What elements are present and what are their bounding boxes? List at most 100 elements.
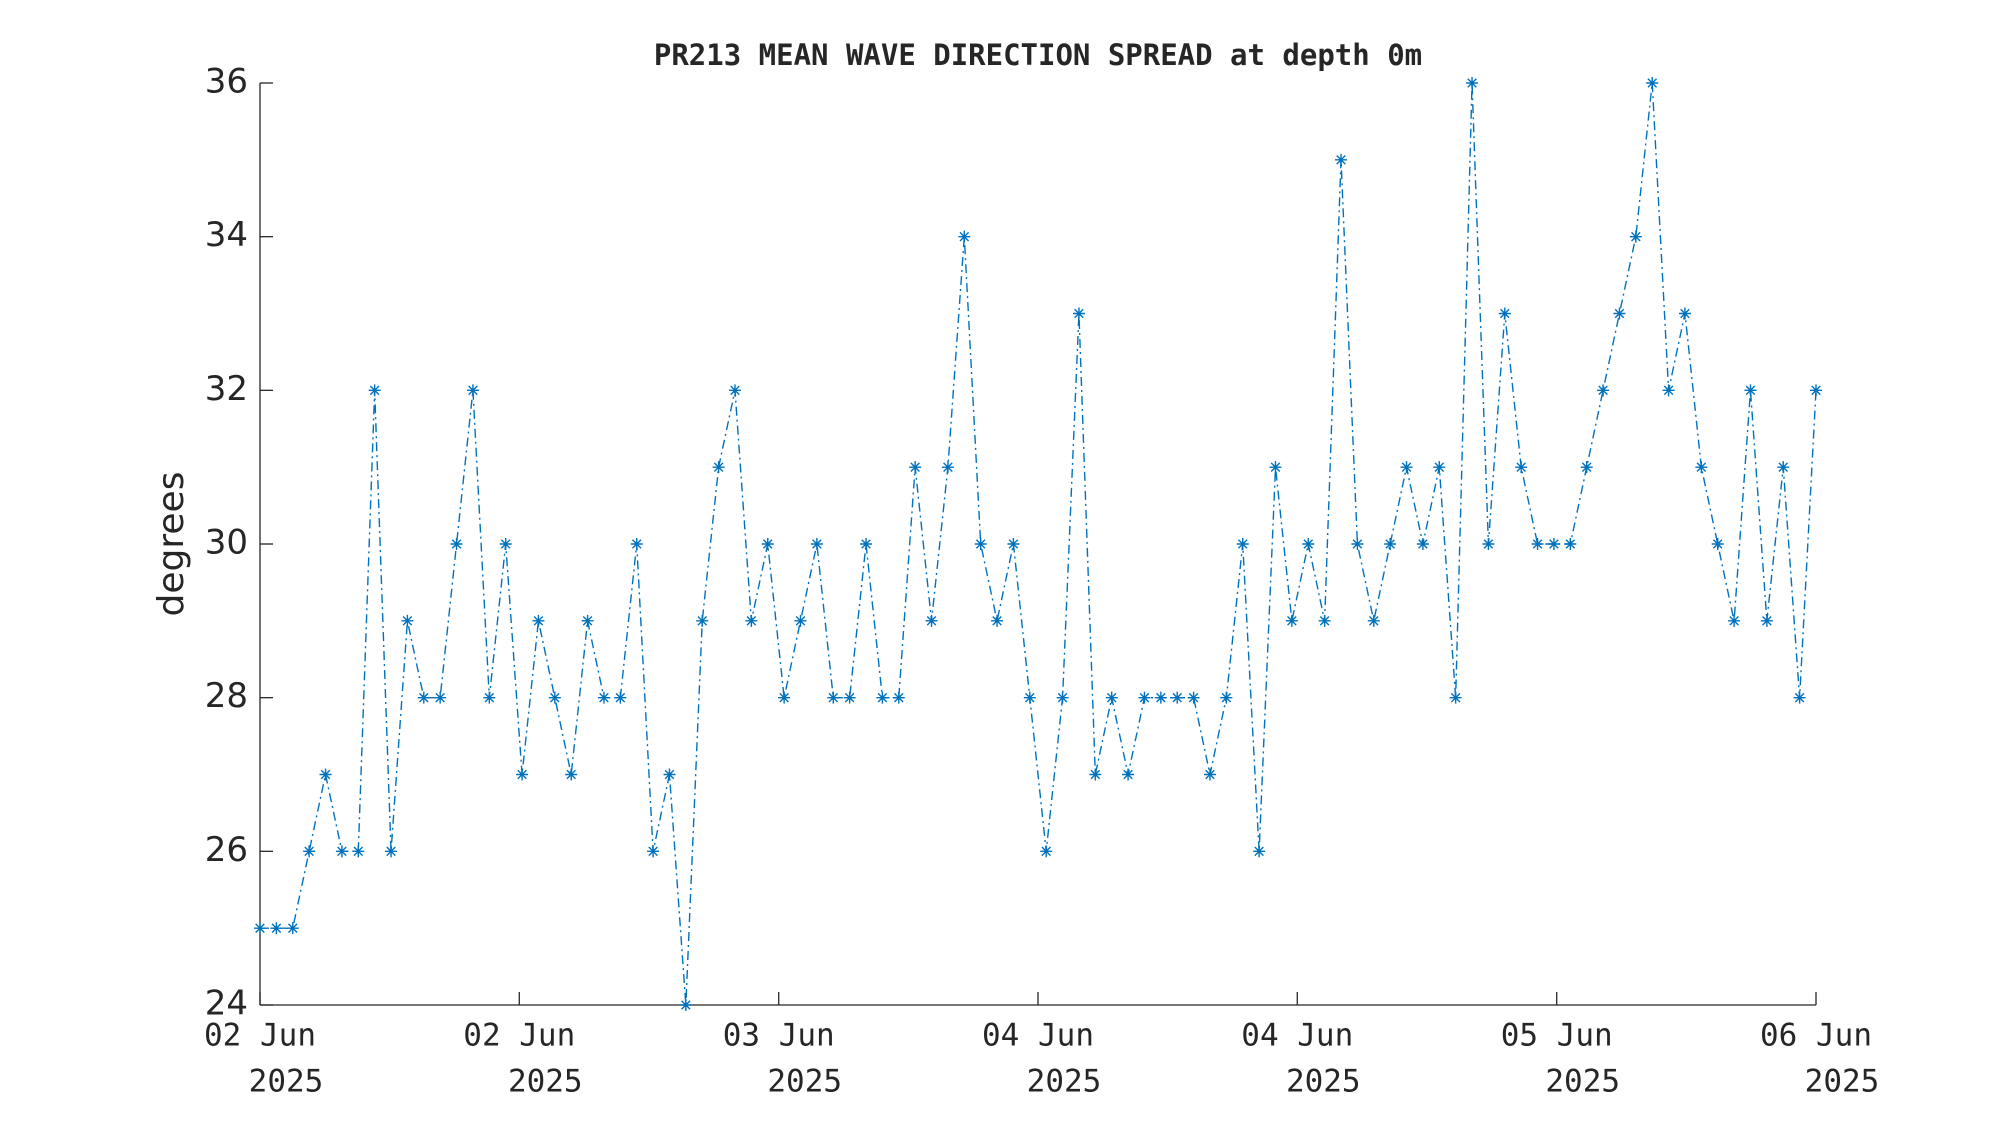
y-tick-label: 26 (205, 830, 248, 870)
y-axis-label: degrees (151, 472, 192, 617)
x-tick-label: 2025 (1545, 1064, 1620, 1100)
marker (499, 538, 512, 550)
marker (1335, 153, 1348, 166)
marker (1515, 461, 1528, 474)
marker (1711, 538, 1724, 550)
marker (1154, 691, 1167, 704)
marker (1744, 384, 1757, 397)
marker (1531, 538, 1544, 550)
marker (1580, 461, 1593, 474)
x-tick-label: 04 Jun (982, 1018, 1094, 1054)
marker (1269, 461, 1282, 474)
marker (728, 384, 741, 397)
marker (1105, 691, 1118, 704)
marker (335, 845, 348, 858)
marker (434, 691, 447, 704)
x-tick-label: 05 Jun (1501, 1018, 1613, 1054)
marker (1203, 768, 1216, 781)
marker (909, 461, 922, 474)
marker (892, 691, 905, 704)
marker (860, 538, 873, 550)
marker (712, 461, 725, 474)
marker (565, 768, 578, 781)
x-tick-label: 06 Jun (1760, 1018, 1872, 1054)
marker (1564, 538, 1577, 550)
marker (270, 922, 283, 935)
marker (1466, 77, 1479, 89)
marker (286, 922, 299, 935)
marker (925, 614, 938, 627)
marker (417, 691, 430, 704)
marker (450, 538, 463, 550)
marker (1416, 538, 1429, 550)
marker (254, 922, 266, 935)
marker (401, 614, 414, 627)
marker (1646, 77, 1659, 89)
marker (810, 538, 823, 550)
marker (941, 461, 954, 474)
marker (1253, 845, 1266, 858)
marker (647, 845, 660, 858)
marker (679, 999, 692, 1011)
x-tick-label: 2025 (508, 1064, 583, 1100)
x-tick-label: 2025 (1027, 1064, 1102, 1100)
x-tick-label: 2025 (249, 1064, 324, 1100)
marker (1695, 461, 1708, 474)
marker (1023, 691, 1036, 704)
data-line (260, 82, 1817, 1006)
marker (581, 614, 594, 627)
marker (319, 768, 332, 781)
marker (1072, 307, 1085, 320)
marker (827, 691, 840, 704)
marker (843, 691, 856, 704)
marker (1302, 538, 1315, 550)
marker (385, 845, 398, 858)
marker (1793, 691, 1806, 704)
marker (1547, 538, 1560, 550)
marker (466, 384, 479, 397)
marker (548, 691, 561, 704)
y-tick-label: 30 (205, 523, 248, 563)
marker (516, 768, 529, 781)
marker (352, 845, 365, 858)
marker (1400, 461, 1413, 474)
marker (1597, 384, 1610, 397)
marker (1810, 384, 1822, 397)
marker (1007, 538, 1020, 550)
marker (794, 614, 807, 627)
x-tick-label: 04 Jun (1241, 1018, 1353, 1054)
x-tick-label: 2025 (767, 1064, 842, 1100)
marker (745, 614, 758, 627)
marker (1089, 768, 1102, 781)
marker (663, 768, 676, 781)
y-tick-label: 24 (205, 984, 248, 1024)
x-tick-label: 03 Jun (723, 1018, 835, 1054)
marker (1777, 461, 1790, 474)
y-tick-label: 32 (205, 369, 248, 409)
marker (1482, 538, 1495, 550)
marker (991, 614, 1004, 627)
marker (630, 538, 643, 550)
marker (1122, 768, 1135, 781)
marker (1220, 691, 1233, 704)
marker (1498, 307, 1511, 320)
y-tick-label: 34 (205, 215, 248, 255)
marker (1662, 384, 1675, 397)
marker (597, 691, 610, 704)
marker (1318, 614, 1331, 627)
marker (1433, 461, 1446, 474)
marker (532, 614, 545, 627)
marker (778, 691, 791, 704)
marker (958, 230, 971, 243)
marker (1236, 538, 1249, 550)
y-tick-label: 28 (205, 676, 248, 716)
marker (1285, 614, 1298, 627)
marker (1728, 614, 1741, 627)
marker (1171, 691, 1184, 704)
marker (1678, 307, 1691, 320)
x-tick-label: 2025 (1805, 1064, 1880, 1100)
marker (368, 384, 381, 397)
marker (876, 691, 889, 704)
